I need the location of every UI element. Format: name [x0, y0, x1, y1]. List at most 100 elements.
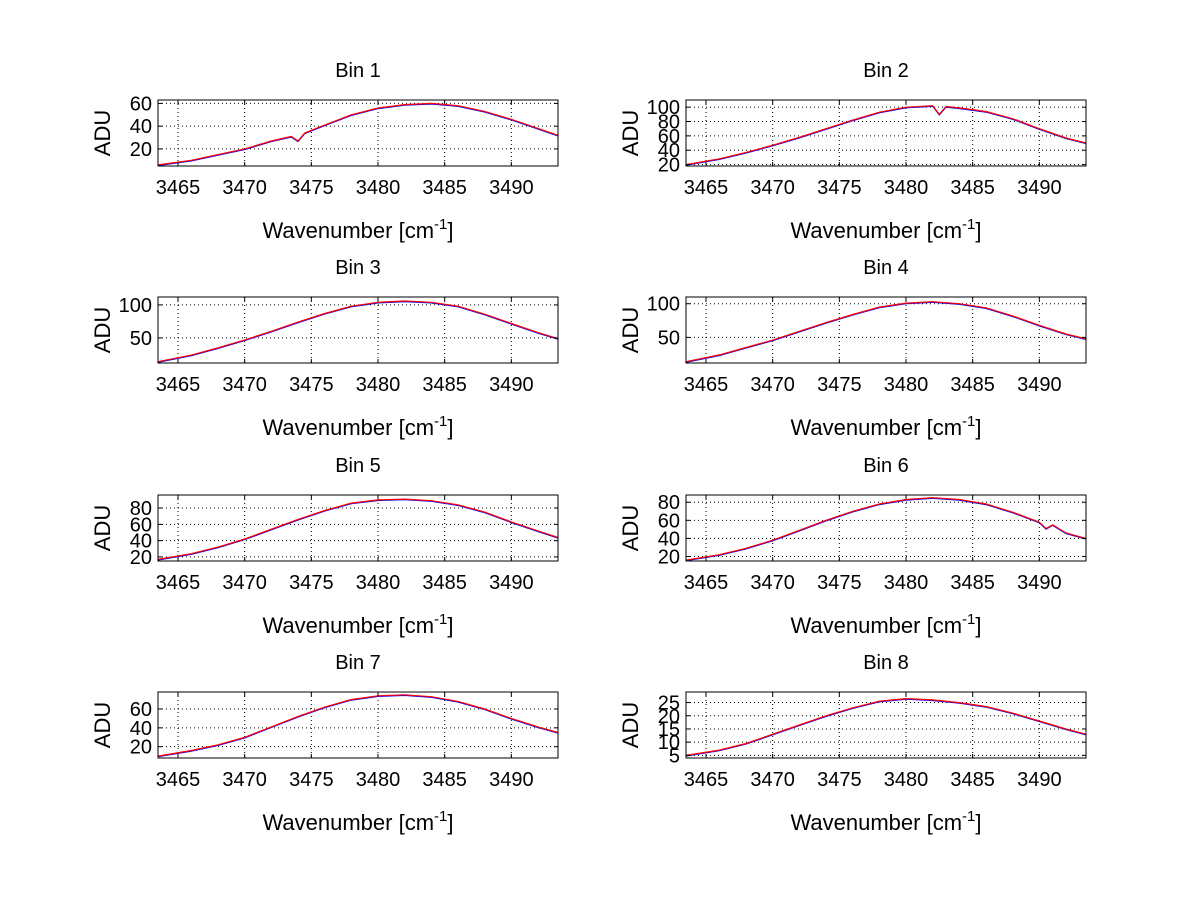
subplot-title: Bin 5: [335, 455, 381, 477]
x-tick-label: 3485: [422, 177, 467, 199]
subplot-title: Bin 3: [335, 257, 381, 279]
y-tick-label: 40: [658, 528, 680, 550]
y-axis-label: ADU: [618, 307, 643, 353]
x-tick-label: 3490: [1017, 177, 1062, 199]
series-line-blue: [685, 698, 1087, 757]
x-tick-label: 3490: [1017, 572, 1062, 594]
x-tick-label: 3470: [750, 177, 795, 199]
y-axis-label: ADU: [618, 702, 643, 748]
y-tick-label: 40: [130, 718, 152, 740]
y-tick-label: 60: [130, 93, 152, 115]
series-line-blue: [685, 301, 1087, 363]
y-axis-label: ADU: [90, 702, 115, 748]
x-tick-label: 3470: [222, 374, 267, 396]
axes-box: [157, 494, 559, 562]
x-tick-label: 3490: [1017, 374, 1062, 396]
subplot-title: Bin 4: [863, 257, 909, 279]
x-axis-label: Wavenumber [cm-1]: [790, 413, 981, 440]
x-tick-label: 3465: [156, 572, 201, 594]
y-tick-label: 5: [669, 745, 680, 767]
x-axis-label: Wavenumber [cm-1]: [262, 413, 453, 440]
x-tick-label: 3465: [684, 572, 729, 594]
x-tick-label: 3475: [817, 177, 862, 199]
axes-box: [157, 296, 559, 364]
x-tick-label: 3485: [422, 572, 467, 594]
y-tick-label: 20: [130, 737, 152, 759]
x-tick-label: 3480: [356, 572, 401, 594]
x-tick-label: 3490: [489, 374, 534, 396]
y-tick-label: 15: [658, 719, 680, 741]
y-tick-label: 80: [658, 112, 680, 134]
y-tick-label: 20: [658, 706, 680, 728]
x-tick-label: 3480: [884, 374, 929, 396]
x-tick-label: 3475: [817, 374, 862, 396]
y-axis-label: ADU: [618, 110, 643, 156]
x-tick-label: 3490: [489, 769, 534, 791]
series-line-blue: [157, 694, 559, 758]
axes-box: [685, 296, 1087, 364]
y-tick-label: 20: [130, 139, 152, 161]
subplot-title: Bin 2: [863, 60, 909, 82]
series-line-red: [685, 697, 1087, 756]
series-line-red: [157, 102, 559, 166]
y-tick-label: 80: [130, 498, 152, 520]
x-tick-label: 3485: [950, 572, 995, 594]
y-axis-label: ADU: [90, 505, 115, 551]
series-line-red: [685, 497, 1087, 561]
y-tick-label: 10: [658, 732, 680, 754]
x-tick-label: 3465: [156, 769, 201, 791]
y-tick-label: 100: [647, 294, 680, 316]
y-tick-label: 40: [658, 140, 680, 162]
y-tick-label: 25: [658, 693, 680, 715]
x-tick-label: 3485: [950, 374, 995, 396]
x-tick-label: 3475: [289, 177, 334, 199]
x-tick-label: 3485: [422, 374, 467, 396]
y-tick-label: 100: [647, 97, 680, 119]
x-tick-label: 3485: [950, 769, 995, 791]
x-tick-label: 3470: [750, 374, 795, 396]
series-line-red: [157, 694, 559, 757]
series-line-blue: [685, 497, 1087, 562]
axes-box: [685, 494, 1087, 562]
y-tick-label: 40: [130, 116, 152, 138]
x-tick-label: 3480: [884, 572, 929, 594]
x-tick-label: 3480: [356, 374, 401, 396]
x-tick-label: 3485: [422, 769, 467, 791]
y-tick-label: 60: [658, 510, 680, 532]
y-tick-label: 50: [130, 328, 152, 350]
axes-box: [685, 99, 1087, 167]
y-tick-label: 60: [658, 126, 680, 148]
y-tick-label: 50: [658, 327, 680, 349]
x-tick-label: 3475: [289, 572, 334, 594]
x-tick-label: 3470: [222, 572, 267, 594]
x-tick-label: 3480: [884, 177, 929, 199]
x-tick-label: 3475: [289, 374, 334, 396]
x-tick-label: 3470: [750, 769, 795, 791]
x-tick-label: 3490: [489, 572, 534, 594]
subplot-title: Bin 6: [863, 455, 909, 477]
series-line-red: [685, 105, 1087, 166]
y-tick-label: 60: [130, 699, 152, 721]
series-line-red: [157, 498, 559, 560]
x-tick-label: 3480: [356, 177, 401, 199]
subplot-3: Bin 3 3465 3470 3475 3480 3485 3490 50 100 Wavenu…: [90, 257, 559, 440]
axes-box: [157, 99, 559, 167]
x-tick-label: 3470: [222, 177, 267, 199]
x-tick-label: 3475: [817, 572, 862, 594]
y-tick-label: 40: [130, 531, 152, 553]
y-axis-label: ADU: [90, 110, 115, 156]
axes-box: [157, 691, 559, 759]
series-line-red: [157, 300, 559, 363]
x-tick-label: 3465: [684, 177, 729, 199]
axes-box: [685, 691, 1087, 759]
x-tick-label: 3490: [1017, 769, 1062, 791]
x-tick-label: 3470: [222, 769, 267, 791]
x-axis-label: Wavenumber [cm-1]: [790, 216, 981, 243]
x-axis-label: Wavenumber [cm-1]: [790, 611, 981, 638]
subplot-title: Bin 1: [335, 60, 381, 82]
